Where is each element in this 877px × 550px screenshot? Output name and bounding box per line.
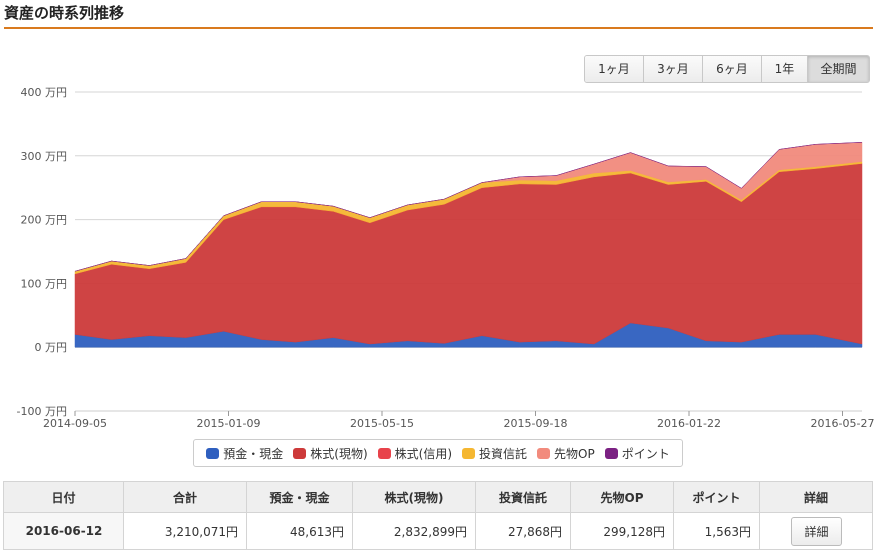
header-futures: 先物OP — [570, 481, 674, 513]
page-title: 資産の時系列推移 — [4, 4, 125, 22]
legend-label-stock: 株式(現物) — [310, 446, 368, 461]
range-3month-button[interactable]: 3ヶ月 — [644, 56, 703, 82]
legend-label-margin: 株式(信用) — [394, 446, 453, 461]
legend-swatch-stock — [293, 447, 307, 459]
y-tick-label: 200 万円 — [21, 214, 68, 227]
x-tick-label: 2014-09-05 — [43, 417, 107, 430]
header-detail: 詳細 — [759, 481, 873, 513]
table-row: 2016-06-12 3,210,071円 48,613円 2,832,899円… — [3, 512, 873, 550]
cell-futures: 299,128円 — [570, 512, 674, 550]
cell-stock: 2,832,899円 — [352, 512, 476, 550]
y-tick-label: 300 万円 — [21, 150, 68, 163]
legend-label-cash: 預金・現金 — [223, 446, 284, 461]
legend-label-fund: 投資信託 — [479, 446, 528, 461]
header-fund: 投資信託 — [475, 481, 571, 513]
header-date: 日付 — [3, 481, 124, 513]
range-6month-button[interactable]: 6ヶ月 — [703, 56, 762, 82]
header-points: ポイント — [673, 481, 760, 513]
range-1year-button[interactable]: 1年 — [762, 56, 808, 82]
legend-label-futures: 先物OP — [554, 446, 595, 461]
asset-summary-table: 日付 合計 預金・現金 株式(現物) 投資信託 先物OP ポイント 詳細 201… — [3, 481, 873, 550]
legend-swatch-margin — [377, 447, 391, 459]
cell-date: 2016-06-12 — [3, 512, 124, 550]
x-tick-label: 2016-05-27 — [811, 417, 875, 430]
legend-swatch-cash — [206, 447, 220, 459]
x-tick-label: 2015-05-15 — [350, 417, 414, 430]
y-tick-label: 400 万円 — [21, 86, 68, 99]
legend-item-fund[interactable]: 投資信託 — [462, 445, 527, 462]
legend-item-futures[interactable]: 先物OP — [537, 445, 595, 462]
cell-fund: 27,868円 — [475, 512, 571, 550]
asset-history-chart: -100 万円 0 万円 100 万円 200 万円 300 万円 400 万円 2014-… — [17, 86, 875, 430]
title-underline — [4, 27, 873, 29]
detail-button[interactable]: 詳細 — [791, 516, 842, 546]
legend-item-stock[interactable]: 株式(現物) — [293, 445, 368, 462]
legend-swatch-futures — [537, 447, 551, 459]
series-area-5 — [74, 142, 863, 272]
legend-item-points[interactable]: ポイント — [604, 445, 670, 462]
y-tick-label: 100 万円 — [21, 277, 68, 290]
cell-detail: 詳細 — [759, 512, 873, 550]
x-tick-label: 2015-09-18 — [504, 417, 568, 430]
x-tick-label: 2015-01-09 — [197, 417, 261, 430]
x-tick-label: 2016-01-22 — [657, 417, 721, 430]
legend-item-margin[interactable]: 株式(信用) — [377, 445, 453, 462]
header-stock: 株式(現物) — [352, 481, 476, 513]
cell-total: 3,210,071円 — [123, 512, 247, 550]
legend-swatch-fund — [462, 447, 476, 459]
legend-swatch-points — [604, 447, 618, 459]
header-total: 合計 — [123, 481, 247, 513]
y-tick-label: 0 万円 — [35, 341, 68, 354]
legend-label-points: ポイント — [621, 446, 670, 461]
range-selector: 1ヶ月 3ヶ月 6ヶ月 1年 全期間 — [584, 55, 870, 83]
header-cash: 預金・現金 — [246, 481, 353, 513]
legend-item-cash[interactable]: 預金・現金 — [206, 445, 283, 462]
range-all-button[interactable]: 全期間 — [808, 56, 869, 82]
table-header-row: 日付 合計 預金・現金 株式(現物) 投資信託 先物OP ポイント 詳細 — [3, 481, 873, 513]
y-tick-label: -100 万円 — [17, 405, 67, 418]
cell-cash: 48,613円 — [246, 512, 353, 550]
range-1month-button[interactable]: 1ヶ月 — [585, 56, 644, 82]
chart-legend: 預金・現金 株式(現物) 株式(信用) 投資信託 先物OP ポイント — [193, 439, 683, 467]
cell-points: 1,563円 — [673, 512, 760, 550]
